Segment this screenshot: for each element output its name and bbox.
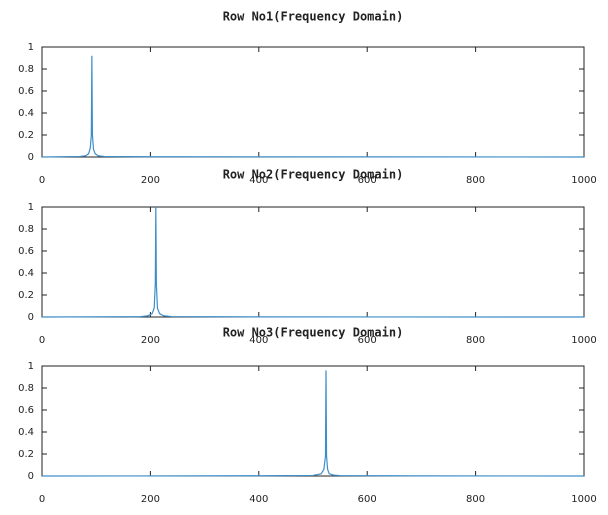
series-line bbox=[41, 206, 585, 318]
axes-frame bbox=[41, 365, 585, 477]
x-tick-label: 600 bbox=[358, 175, 377, 186]
y-tick-label: 0.6 bbox=[18, 86, 34, 97]
x-tick-label: 200 bbox=[141, 335, 160, 346]
chart-title: Row No2(Frequency Domain) bbox=[223, 168, 404, 182]
x-tick-label: 0 bbox=[39, 175, 45, 186]
y-tick-label: 0 bbox=[28, 471, 34, 482]
x-tick-label: 200 bbox=[141, 494, 160, 505]
y-tick-label: 0 bbox=[28, 152, 34, 163]
y-tick-label: 0.4 bbox=[18, 427, 34, 438]
y-tick-label: 0.4 bbox=[18, 108, 34, 119]
x-tick-label: 800 bbox=[466, 494, 485, 505]
x-tick-label: 400 bbox=[249, 335, 268, 346]
y-tick-label: 1 bbox=[28, 361, 34, 372]
series-line bbox=[41, 55, 585, 158]
x-tick-label: 1000 bbox=[571, 494, 596, 505]
x-tick-label: 800 bbox=[466, 175, 485, 186]
y-tick-label: 0.6 bbox=[18, 405, 34, 416]
y-tick-label: 0.2 bbox=[18, 449, 34, 460]
axes-frame bbox=[41, 206, 585, 318]
y-tick-label: 0.6 bbox=[18, 246, 34, 257]
x-tick-label: 600 bbox=[358, 335, 377, 346]
chart-title: Row No3(Frequency Domain) bbox=[223, 326, 404, 340]
y-tick-label: 0.8 bbox=[18, 383, 34, 394]
x-tick-label: 400 bbox=[249, 175, 268, 186]
x-tick-label: 1000 bbox=[571, 175, 596, 186]
x-tick-label: 0 bbox=[39, 494, 45, 505]
x-tick-label: 600 bbox=[358, 494, 377, 505]
y-tick-label: 0.8 bbox=[18, 64, 34, 75]
x-tick-label: 400 bbox=[249, 494, 268, 505]
x-tick-label: 1000 bbox=[571, 335, 596, 346]
chart-title: Row No1(Frequency Domain) bbox=[223, 10, 404, 24]
y-tick-label: 1 bbox=[28, 202, 34, 213]
x-tick-label: 200 bbox=[141, 175, 160, 186]
x-tick-label: 0 bbox=[39, 335, 45, 346]
y-tick-label: 0.4 bbox=[18, 268, 34, 279]
x-tick-label: 800 bbox=[466, 335, 485, 346]
y-tick-label: 0 bbox=[28, 312, 34, 323]
axes-frame bbox=[41, 46, 585, 158]
y-tick-label: 0.2 bbox=[18, 290, 34, 301]
y-tick-label: 0.2 bbox=[18, 130, 34, 141]
y-tick-label: 0.8 bbox=[18, 224, 34, 235]
y-tick-label: 1 bbox=[28, 42, 34, 53]
series-line bbox=[41, 370, 585, 477]
